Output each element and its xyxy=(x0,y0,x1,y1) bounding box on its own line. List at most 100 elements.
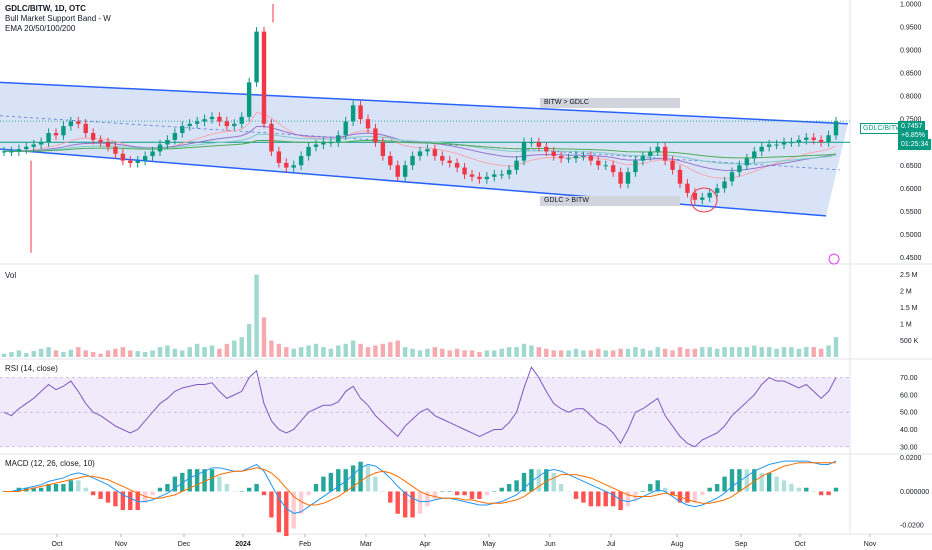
macd-histogram-bar xyxy=(752,469,757,492)
volume-bar xyxy=(707,347,712,357)
time-axis-label: Oct xyxy=(795,541,806,548)
volume-bar xyxy=(142,352,148,357)
macd-histogram-bar xyxy=(633,491,638,499)
volume-bar xyxy=(729,347,735,357)
symbol-title[interactable]: GDLC/BITW, 1D, OTC xyxy=(5,4,86,13)
macd-histogram-bar xyxy=(811,491,816,492)
candle-body xyxy=(737,165,742,173)
candle-body xyxy=(685,183,690,193)
volume-axis-tick: 1.5 M xyxy=(900,305,918,312)
volume-bar xyxy=(633,347,638,357)
macd-histogram-bar xyxy=(373,476,378,492)
volume-bar xyxy=(209,345,215,357)
candle-body xyxy=(432,149,438,157)
macd-histogram-bar xyxy=(105,491,111,503)
volume-bar xyxy=(425,348,430,357)
volume-bar xyxy=(380,343,386,357)
macd-histogram-bar xyxy=(610,491,616,507)
volume-bar xyxy=(833,337,839,357)
volume-bar xyxy=(321,347,326,357)
volume-bar xyxy=(774,348,779,357)
macd-histogram-bar xyxy=(402,491,408,518)
macd-histogram-bar xyxy=(284,491,289,537)
volume-bar xyxy=(499,348,504,357)
time-axis-label: Mar xyxy=(360,541,373,548)
time-axis-label: Sep xyxy=(735,541,748,548)
price-axis-tick: 0.5000 xyxy=(900,232,922,239)
time-axis-label: Apr xyxy=(420,541,432,548)
macd-histogram-bar xyxy=(774,476,779,492)
volume-bar xyxy=(655,347,660,357)
volume-axis-tick: 2.5 M xyxy=(900,272,918,279)
price-change: +6.85% xyxy=(898,130,928,141)
candle-body xyxy=(209,116,215,120)
signal-line xyxy=(4,462,836,506)
macd-histogram-bar xyxy=(61,484,66,492)
candle-body xyxy=(269,123,274,152)
candle-body xyxy=(440,156,445,161)
volume-bar xyxy=(484,350,490,357)
rsi-axis-tick: 70.00 xyxy=(900,375,918,382)
macd-histogram-bar xyxy=(120,491,126,511)
macd-axis-tick: 0.000000 xyxy=(900,489,929,496)
volume-bar xyxy=(402,347,408,357)
candle-body xyxy=(217,116,222,122)
candle-body xyxy=(499,174,504,176)
macd-histogram-bar xyxy=(187,469,192,492)
price-axis-tick: 0.9500 xyxy=(900,25,922,32)
candle-body xyxy=(596,160,601,166)
candle-body xyxy=(98,139,103,143)
indicator-ema[interactable]: EMA 20/50/100/200 xyxy=(5,24,76,33)
candle-body xyxy=(291,165,296,168)
candle-body xyxy=(492,174,497,177)
macd-histogram-bar xyxy=(417,491,423,514)
candle-body xyxy=(224,121,230,127)
volume-bar xyxy=(150,350,155,357)
volume-bar xyxy=(566,350,571,357)
volume-bar xyxy=(700,347,705,357)
candle-body xyxy=(165,139,170,145)
candle-body xyxy=(558,156,564,159)
candle-body xyxy=(395,165,400,177)
macd-axis-tick: -0.0200 xyxy=(900,523,924,530)
volume-bar xyxy=(128,350,133,357)
candle-body xyxy=(402,165,408,177)
candle-body xyxy=(744,158,750,166)
candle-body xyxy=(410,156,415,166)
rsi-pane-label[interactable]: RSI (14, close) xyxy=(5,364,58,373)
volume-bar xyxy=(596,348,601,357)
candle-body xyxy=(625,172,631,184)
volume-bar xyxy=(343,343,348,357)
candle-body xyxy=(120,153,126,161)
price-axis-tick: 0.5500 xyxy=(900,209,922,216)
vol-pane-label[interactable]: Vol xyxy=(5,271,17,280)
candle-body xyxy=(521,142,527,161)
candle-body xyxy=(700,197,705,200)
candle-body xyxy=(811,137,816,140)
candle-body xyxy=(343,121,348,136)
volume-bar xyxy=(373,345,378,357)
macd-histogram-bar xyxy=(789,484,794,492)
time-axis-label: Feb xyxy=(299,541,311,548)
volume-bar xyxy=(752,345,757,357)
candle-body xyxy=(529,142,534,144)
macd-pane-label[interactable]: MACD (12, 26, close, 10) xyxy=(5,459,95,468)
macd-histogram-bar xyxy=(492,491,497,492)
candle-body xyxy=(306,146,311,157)
indicator-bull-band[interactable]: Bull Market Support Band - W xyxy=(5,14,111,23)
price-countdown: 01:25:34 xyxy=(898,139,932,150)
candle-body xyxy=(142,156,148,161)
highlight-circle xyxy=(690,187,718,213)
macd-histogram-bar xyxy=(544,469,549,492)
volume-bar xyxy=(826,345,831,357)
volume-axis-tick: 1 M xyxy=(900,322,912,329)
volume-bar xyxy=(714,348,720,357)
macd-histogram-bar xyxy=(113,491,118,507)
candle-body xyxy=(76,121,81,124)
volume-bar xyxy=(529,345,534,357)
macd-histogram-bar xyxy=(31,487,36,492)
macd-histogram-bar xyxy=(261,491,267,496)
candle-body xyxy=(544,146,549,152)
